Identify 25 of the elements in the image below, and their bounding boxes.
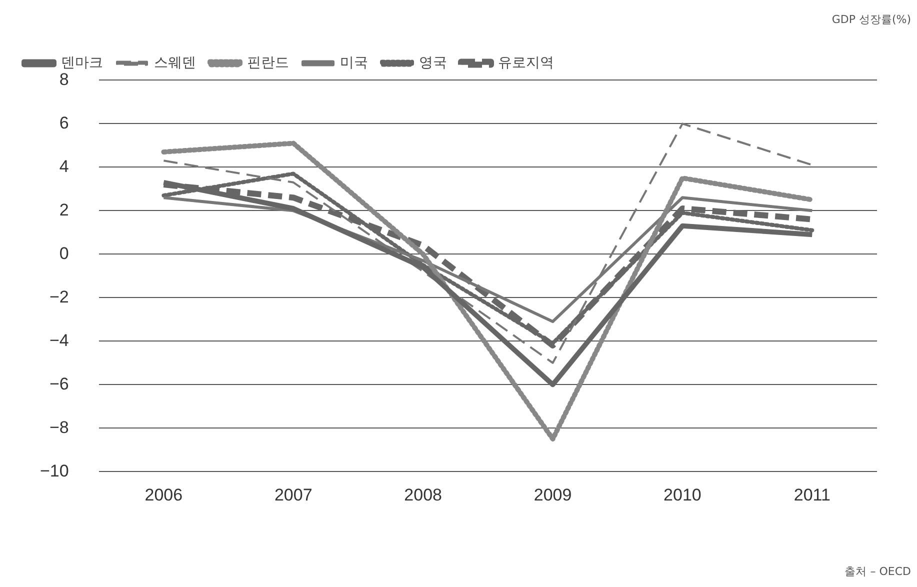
y-tick-label: −4	[49, 330, 69, 350]
source-note: 출처 – OECD	[844, 564, 911, 579]
y-tick-label: −8	[49, 418, 69, 437]
y-tick-label: −2	[49, 287, 69, 306]
y-tick-label: 2	[59, 200, 69, 220]
line-series	[162, 122, 814, 364]
x-tick-label: 2010	[664, 485, 702, 504]
y-tick-label: −6	[49, 374, 69, 394]
y-tick-label: 4	[59, 156, 69, 176]
x-tick-label: 2007	[274, 485, 312, 504]
legend-label: 핀란드	[247, 54, 289, 71]
legend-label: 스웨덴	[154, 54, 196, 71]
x-tick-label: 2006	[144, 485, 183, 504]
y-tick-label: 8	[59, 70, 69, 89]
y-tick-label: −10	[40, 461, 69, 480]
x-tick-label: 2008	[404, 485, 442, 504]
legend-label: 유로지역	[498, 54, 554, 71]
y-tick-label: 0	[59, 244, 69, 263]
y-tick-label: 6	[59, 113, 69, 132]
y-axis-title: GDP 성장률(%)	[832, 12, 911, 27]
x-tick-label: 2011	[794, 485, 830, 504]
x-tick-label: 2009	[534, 485, 572, 504]
legend-label: 미국	[340, 54, 368, 71]
legend-label: 덴마크	[61, 54, 103, 71]
legend-label: 영국	[419, 54, 447, 71]
